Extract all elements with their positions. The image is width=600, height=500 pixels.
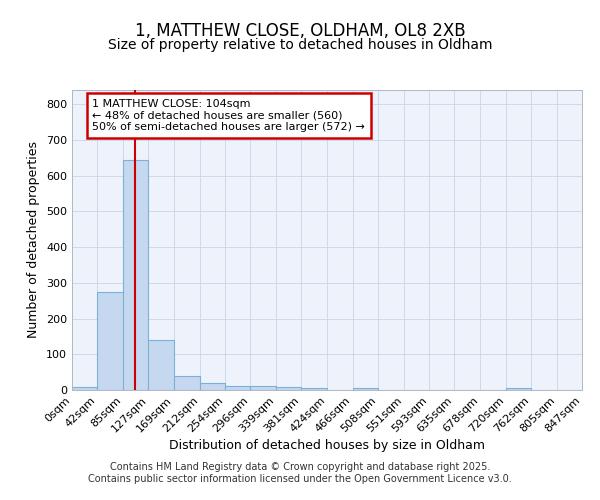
Bar	[174, 376, 200, 390]
Bar	[200, 383, 225, 390]
Text: 1 MATTHEW CLOSE: 104sqm
← 48% of detached houses are smaller (560)
50% of semi-d: 1 MATTHEW CLOSE: 104sqm ← 48% of detache…	[92, 99, 365, 132]
Bar	[123, 160, 148, 390]
Bar	[353, 388, 378, 390]
Text: 1, MATTHEW CLOSE, OLDHAM, OL8 2XB: 1, MATTHEW CLOSE, OLDHAM, OL8 2XB	[134, 22, 466, 40]
Text: Contains HM Land Registry data © Crown copyright and database right 2025.: Contains HM Land Registry data © Crown c…	[110, 462, 490, 472]
Y-axis label: Number of detached properties: Number of detached properties	[28, 142, 40, 338]
Text: Contains public sector information licensed under the Open Government Licence v3: Contains public sector information licen…	[88, 474, 512, 484]
Bar	[72, 387, 97, 390]
Text: Size of property relative to detached houses in Oldham: Size of property relative to detached ho…	[108, 38, 492, 52]
Bar	[506, 388, 531, 390]
Bar	[250, 386, 276, 390]
X-axis label: Distribution of detached houses by size in Oldham: Distribution of detached houses by size …	[169, 440, 485, 452]
Bar	[301, 388, 328, 390]
Bar	[97, 292, 123, 390]
Bar	[276, 387, 301, 390]
Bar	[148, 340, 174, 390]
Bar	[225, 386, 250, 390]
